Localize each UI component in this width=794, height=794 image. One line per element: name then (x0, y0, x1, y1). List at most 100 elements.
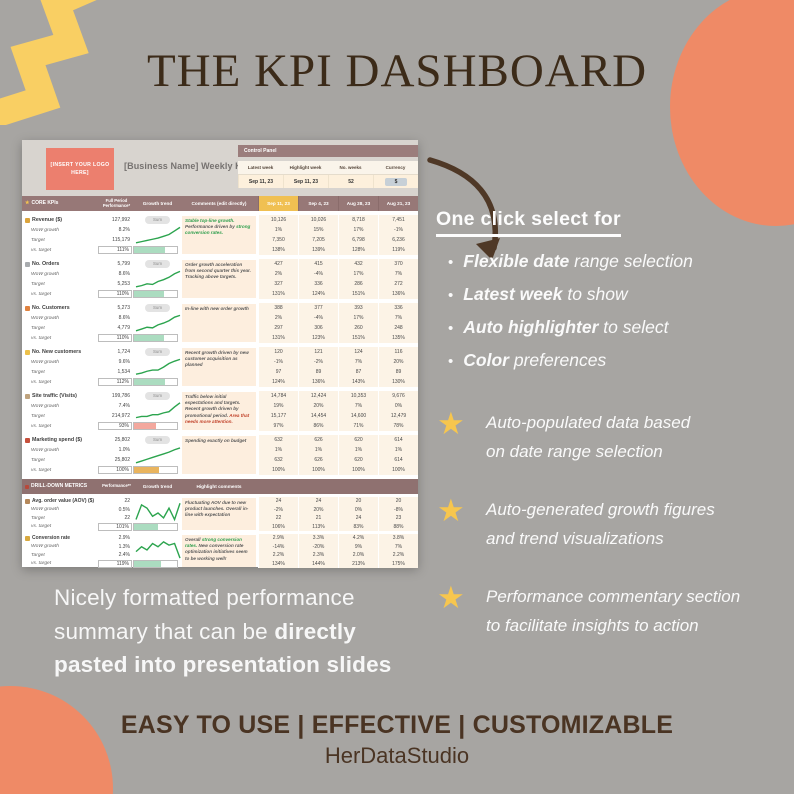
currency-select[interactable]: $ (373, 175, 418, 188)
week-value-cell[interactable]: 134% (272, 560, 285, 567)
performance-value[interactable]: 199,786 (111, 393, 130, 399)
week-value-cell[interactable]: 3.8% (392, 535, 405, 542)
week-value-cell[interactable]: 213% (352, 560, 365, 567)
week-value-cell[interactable]: 6,236 (392, 237, 405, 243)
comment-cell[interactable]: Fluctuating AOV due to new product launc… (182, 498, 256, 530)
week-value-cell[interactable]: 370 (394, 261, 403, 267)
metric-name-cell[interactable]: Revenue ($) (22, 215, 98, 225)
week-value-cell[interactable]: 7% (354, 359, 363, 365)
week-value-cell[interactable]: 7% (354, 403, 363, 409)
row-value[interactable]: 1,534 (117, 369, 130, 375)
week-value-cell[interactable]: 12,424 (310, 393, 327, 399)
week-value-cell[interactable]: 2.2% (392, 552, 405, 559)
week-value-cell[interactable]: 3.3% (312, 535, 325, 542)
performance-value[interactable]: 2.9% (118, 535, 130, 542)
week-value-cell[interactable]: 100% (392, 467, 405, 473)
week-value-cell[interactable]: 7,205 (312, 237, 325, 243)
metric-name-cell[interactable]: Marketing spend ($) (22, 435, 98, 445)
aggregation-pill[interactable]: Sum (144, 348, 171, 356)
week-value-cell[interactable]: 0% (354, 506, 363, 513)
week-value-cell[interactable]: -1% (394, 227, 403, 233)
performance-value[interactable]: 25,802 (114, 437, 130, 443)
row-value[interactable]: 2.4% (118, 552, 130, 559)
week-value-cell[interactable]: 124% (312, 291, 325, 297)
metric-name-cell[interactable]: Conversion rate (22, 534, 98, 543)
week-value-cell[interactable]: -4% (314, 271, 323, 277)
week-value-cell[interactable]: 17% (353, 315, 364, 321)
week-value-cell[interactable]: 12,479 (390, 413, 407, 419)
performance-value[interactable]: 22 (124, 498, 130, 505)
week-value-cell[interactable]: 7% (394, 271, 403, 277)
aggregation-pill[interactable]: Sum (144, 436, 171, 444)
logo-placeholder[interactable]: [INSERT YOUR LOGO HERE] (46, 148, 114, 190)
week-value-cell[interactable]: 100% (352, 467, 365, 473)
week-value-cell[interactable]: 632 (274, 437, 283, 443)
week-value-cell[interactable]: 19% (273, 403, 284, 409)
comment-cell[interactable]: In-line with new order growth (182, 304, 256, 342)
week-value-cell[interactable]: 89 (395, 369, 402, 375)
week-value-cell[interactable]: 614 (394, 437, 403, 443)
week-value-cell[interactable]: 87 (355, 369, 362, 375)
week-value-cell[interactable]: 7% (394, 543, 403, 550)
week-value-cell[interactable]: 128% (352, 247, 365, 253)
week-value-cell[interactable]: 272 (394, 281, 403, 287)
week-value-cell[interactable]: 10,026 (310, 217, 327, 223)
week-value-cell[interactable]: 97 (275, 369, 282, 375)
vs-target-value[interactable]: 100% (98, 466, 132, 474)
week-value-cell[interactable]: -20% (312, 543, 325, 550)
row-value[interactable]: 8.6% (118, 315, 130, 321)
week-value-cell[interactable]: 136% (312, 379, 325, 385)
week-value-cell[interactable]: 20 (355, 498, 362, 505)
vs-target-value[interactable]: 93% (98, 422, 132, 430)
week-value-cell[interactable]: 2% (274, 271, 283, 277)
metric-name-cell[interactable]: No. New customers (22, 347, 98, 357)
week-value-cell[interactable]: 124% (272, 379, 285, 385)
week-value-cell[interactable]: 20% (393, 359, 404, 365)
week-value-cell[interactable]: 2.0% (352, 552, 365, 559)
vs-target-value[interactable]: 110% (98, 290, 132, 298)
metric-name-cell[interactable]: No. Customers (22, 303, 98, 313)
week-value-cell[interactable]: 393 (354, 305, 363, 311)
week-value-cell[interactable]: 2% (274, 315, 283, 321)
week-value-cell[interactable]: 626 (314, 437, 323, 443)
row-value[interactable]: 115,179 (112, 237, 130, 243)
week-value-cell[interactable]: 1% (394, 447, 403, 453)
row-value[interactable]: 5,253 (117, 281, 130, 287)
week-value-cell[interactable]: 1% (274, 227, 283, 233)
week-value-cell[interactable]: 131% (272, 291, 285, 297)
week-header[interactable]: Aug 21, 23 (378, 196, 418, 211)
week-value-cell[interactable]: 23 (395, 515, 402, 522)
comment-cell[interactable]: Recent growth driven by new customer acq… (182, 348, 256, 386)
latest-week-select[interactable]: Sep 11, 23 (238, 175, 283, 188)
week-value-cell[interactable]: 123% (312, 335, 325, 341)
week-value-cell[interactable]: 24 (315, 498, 322, 505)
week-value-cell[interactable]: 336 (394, 305, 403, 311)
week-value-cell[interactable]: -2% (314, 359, 323, 365)
week-value-cell[interactable]: 78% (393, 423, 404, 429)
week-value-cell[interactable]: -8% (394, 506, 403, 513)
performance-value[interactable]: 1,724 (117, 349, 130, 355)
week-value-cell[interactable]: 138% (272, 247, 285, 253)
week-value-cell[interactable]: 144% (312, 560, 325, 567)
week-value-cell[interactable]: 248 (394, 325, 403, 331)
week-value-cell[interactable]: 7,451 (392, 217, 405, 223)
aggregation-pill[interactable]: Sum (144, 304, 171, 312)
week-value-cell[interactable]: 143% (352, 379, 365, 385)
week-value-cell[interactable]: -4% (314, 315, 323, 321)
row-value[interactable]: 1.0% (118, 447, 130, 453)
performance-value[interactable]: 5,799 (117, 261, 130, 267)
week-value-cell[interactable]: 21 (315, 515, 322, 522)
week-value-cell[interactable]: 14,454 (310, 413, 327, 419)
aggregation-pill[interactable]: Sum (144, 216, 171, 224)
highlight-week-select[interactable]: Sep 11, 23 (283, 175, 328, 188)
week-value-cell[interactable]: 113% (312, 523, 325, 530)
row-value[interactable]: 8.6% (118, 271, 130, 277)
row-value[interactable]: 7.4% (118, 403, 130, 409)
aggregation-pill[interactable]: Sum (144, 392, 171, 400)
week-value-cell[interactable]: 20% (313, 506, 324, 513)
week-value-cell[interactable]: 89 (315, 369, 322, 375)
week-value-cell[interactable]: 432 (354, 261, 363, 267)
week-value-cell[interactable]: 116 (394, 349, 403, 355)
comment-cell[interactable]: Overall strong conversion rates. New con… (182, 535, 256, 567)
week-value-cell[interactable]: 297 (274, 325, 283, 331)
